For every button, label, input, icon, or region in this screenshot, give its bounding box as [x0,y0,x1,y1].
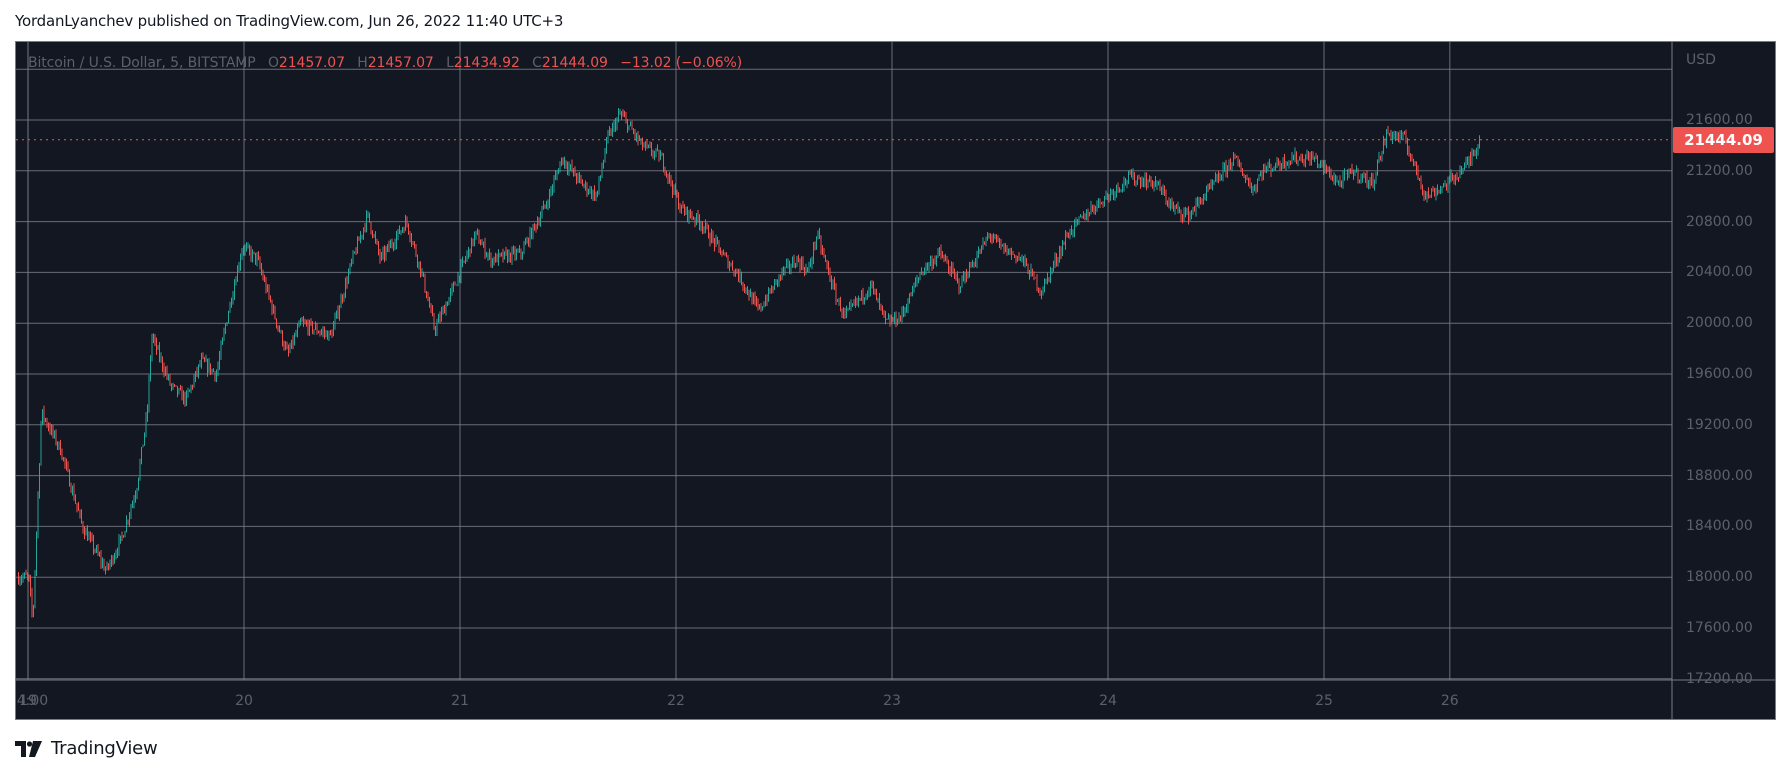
price-axis-unit: USD [1686,52,1716,68]
time-tick: 22 [667,693,685,709]
price-tick: 19600.00 [1686,366,1753,382]
price-tick: 17600.00 [1686,620,1753,636]
time-tick: 14:00 [16,693,49,709]
price-tick: 19200.00 [1686,416,1753,433]
price-tick: 18000.00 [1686,569,1753,586]
open-value: 21457.07 [278,55,345,71]
time-tick: 20 [235,693,253,709]
time-tick: 24 [1099,693,1117,709]
tradingview-logo-icon [15,740,42,757]
candles [18,108,1480,618]
time-tick: 25 [1315,693,1333,709]
high-label: H [357,55,368,71]
chart-container[interactable]: Bitcoin / U.S. Dollar, 5, BITSTAMP O2145… [15,41,1776,720]
close-value: 21444.09 [541,55,608,71]
time-tick: 19 [19,693,37,709]
price-tick: 18400.00 [1686,518,1753,535]
open-label: O [267,55,279,71]
low-value: 21434.92 [453,55,520,71]
price-tick: 18800.00 [1686,467,1753,484]
tradingview-brand: TradingView [51,738,158,759]
symbol-name: Bitcoin / U.S. Dollar, 5, BITSTAMP [28,55,256,71]
price-tick: 20800.00 [1686,213,1753,230]
grid-lines [16,42,1672,680]
price-tick: 20000.00 [1686,315,1753,332]
last-price-badge: 21444.09 [1673,126,1774,153]
price-tick: 20400.00 [1686,264,1753,281]
footer-branding[interactable]: TradingView [15,738,158,759]
high-value: 21457.07 [367,55,434,71]
publish-info: YordanLyanchev published on TradingView.… [15,12,564,30]
price-tick: 21200.00 [1686,162,1753,179]
price-tick: 21600.00 [1686,112,1753,128]
close-label: C [532,55,542,71]
symbol-legend: Bitcoin / U.S. Dollar, 5, BITSTAMP O2145… [28,55,742,71]
time-tick: 23 [883,693,901,709]
candlestick-plot[interactable] [16,42,1776,720]
change-value: −13.02 (−0.06%) [620,55,743,71]
time-tick: 21 [451,693,469,709]
time-tick: 26 [1440,693,1459,709]
low-label: L [446,55,454,71]
price-tick: 17200.00 [1686,670,1753,687]
